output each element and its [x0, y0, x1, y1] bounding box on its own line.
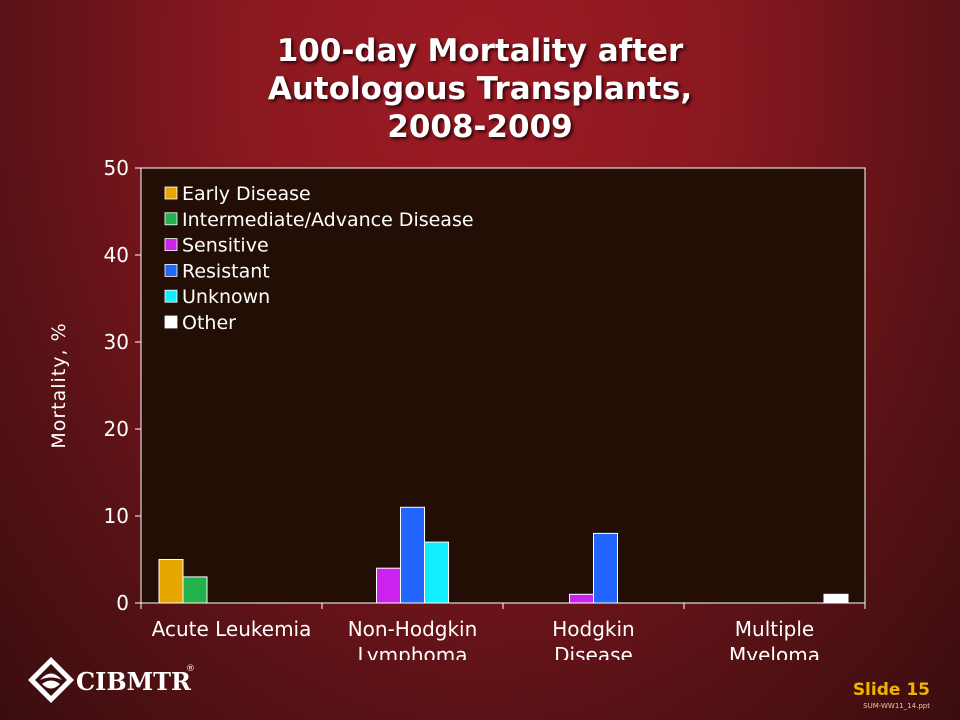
legend-swatch: [164, 238, 178, 252]
legend-label: Intermediate/Advance Disease: [182, 209, 474, 231]
bar: [424, 541, 449, 604]
legend-swatch: [164, 289, 178, 303]
title-line-2: Autologous Transplants,: [267, 71, 693, 107]
x-tick-label: Disease: [554, 643, 633, 660]
cibmtr-wordmark: CIBMTR: [76, 667, 192, 696]
x-tick-label: Myeloma: [729, 643, 820, 660]
legend-swatch: [164, 186, 178, 200]
slide-title: 100-day Mortality after Autologous Trans…: [0, 32, 960, 146]
y-tick-label: 40: [104, 243, 129, 267]
bar: [823, 593, 849, 604]
bar: [158, 559, 184, 604]
bar: [400, 506, 425, 604]
y-tick-label: 0: [116, 591, 129, 615]
legend-label: Other: [182, 312, 236, 334]
legend-label: Unknown: [182, 286, 270, 308]
y-tick-label: 20: [104, 417, 129, 441]
y-tick-label: 30: [104, 330, 129, 354]
y-tick-label: 50: [104, 156, 129, 180]
slide-number: Slide 15: [852, 680, 930, 700]
bar: [569, 593, 594, 604]
bar: [376, 567, 401, 604]
legend-swatch: [164, 263, 178, 277]
mortality-bar-chart: 0 10 20 30 40 50 Mortality, % Acute Leukemia Non…: [48, 156, 866, 660]
x-tick-label: Hodgkin: [552, 617, 634, 641]
legend-label: Sensitive: [182, 235, 269, 257]
plot-area: [140, 167, 866, 604]
legend-label: Early Disease: [182, 183, 311, 205]
x-tick-label: Lymphoma: [358, 643, 468, 660]
cibmtr-logo: CIBMTR ®: [28, 657, 195, 703]
x-tick-label: Non-Hodgkin: [348, 617, 478, 641]
y-tick-label: 10: [104, 504, 129, 528]
x-tick-label: Multiple: [735, 617, 814, 641]
registered-mark: ®: [186, 664, 195, 674]
title-line-1: 100-day Mortality after: [276, 33, 684, 69]
legend-swatch: [164, 212, 178, 226]
legend-label: Resistant: [182, 260, 270, 282]
title-line-3: 2008-2009: [387, 109, 573, 145]
x-tick-label: Acute Leukemia: [152, 617, 312, 641]
legend-swatch: [164, 315, 178, 329]
bar: [182, 576, 208, 604]
y-axis-label: Mortality, %: [48, 322, 70, 448]
cibmtr-diamond-icon: [28, 657, 74, 703]
bar: [593, 532, 618, 604]
file-reference: SUM-WW11_14.ppt: [863, 702, 930, 710]
